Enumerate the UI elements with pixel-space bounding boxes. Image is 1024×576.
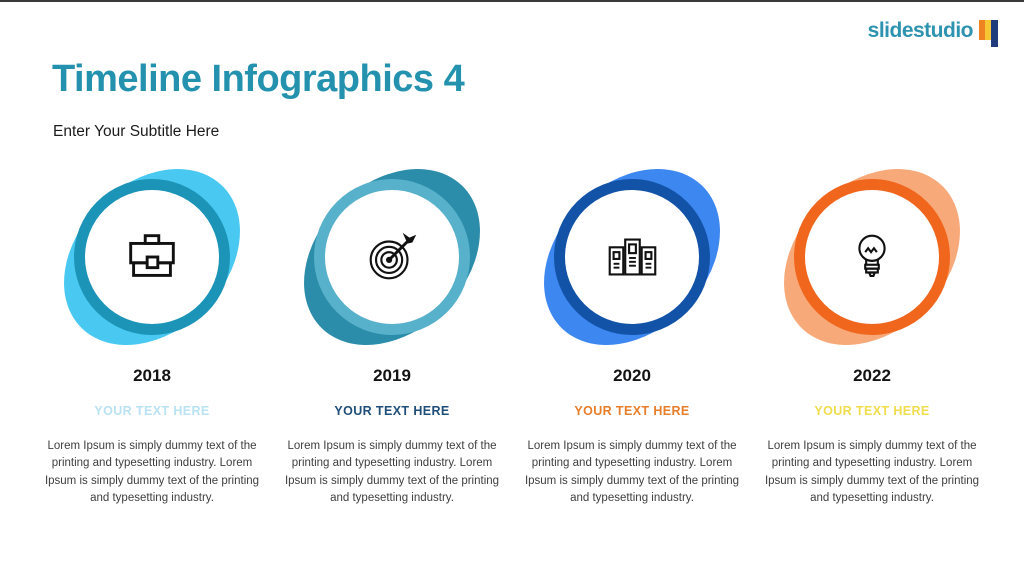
item-heading: YOUR TEXT HERE (94, 404, 210, 418)
item-body: Lorem Ipsum is simply dummy text of the … (284, 440, 500, 505)
item-body: Lorem Ipsum is simply dummy text of the … (524, 440, 740, 505)
page-subtitle: Enter Your Subtitle Here (53, 123, 220, 140)
logo-bar-yellow (985, 20, 991, 40)
logo-mark-icon (979, 20, 998, 47)
timeline-graphic (268, 133, 516, 381)
item-heading: YOUR TEXT HERE (574, 404, 690, 418)
lightbulb-icon (858, 234, 886, 277)
logo: slidestudio (868, 18, 998, 47)
item-body: Lorem Ipsum is simply dummy text of the … (764, 440, 980, 505)
year-label: 2022 (853, 366, 891, 385)
page-title: Timeline Infographics 4 (52, 58, 465, 100)
timeline-graphic (28, 133, 276, 381)
timeline-graphic (748, 133, 996, 381)
timeline-item-2019: 2019 YOUR TEXT HERE Lorem Ipsum is simpl… (268, 133, 516, 508)
ring-circle (794, 179, 950, 335)
timeline-item-2020: 2020 YOUR TEXT HERE Lorem Ipsum is simpl… (508, 133, 756, 508)
item-heading: YOUR TEXT HERE (814, 404, 930, 418)
buildings-icon (608, 238, 657, 276)
ring-circle (74, 179, 230, 335)
timeline-item-2018: 2018 YOUR TEXT HERE Lorem Ipsum is simpl… (28, 133, 276, 508)
target-icon (369, 232, 417, 280)
year-label: 2020 (613, 366, 651, 385)
timeline-item-2022: 2022 YOUR TEXT HERE Lorem Ipsum is simpl… (748, 133, 996, 508)
year-label: 2018 (133, 366, 171, 385)
item-heading: YOUR TEXT HERE (334, 404, 450, 418)
briefcase-icon (129, 234, 175, 277)
timeline: 2018 YOUR TEXT HERE Lorem Ipsum is simpl… (28, 133, 996, 508)
ring-circle (554, 179, 710, 335)
logo-bar-orange (979, 20, 985, 40)
logo-text: slidestudio (867, 19, 974, 42)
timeline-graphic (508, 133, 756, 381)
ring-circle (314, 179, 470, 335)
logo-bar-navy (991, 20, 998, 47)
year-label: 2019 (373, 366, 411, 385)
item-body: Lorem Ipsum is simply dummy text of the … (44, 440, 260, 505)
